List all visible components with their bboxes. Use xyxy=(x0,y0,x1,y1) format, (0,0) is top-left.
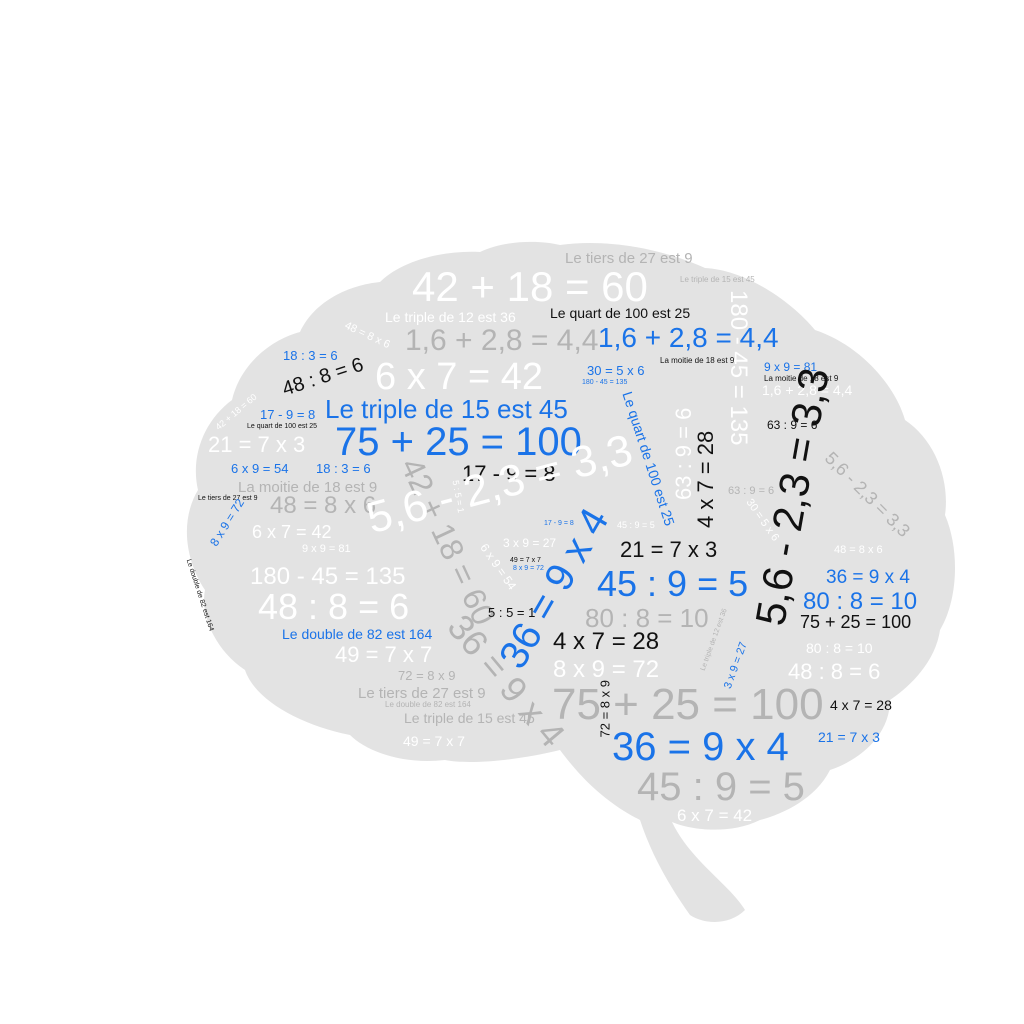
word: Le triple de 15 est 45 xyxy=(325,394,568,424)
brain-shape xyxy=(186,241,956,922)
word: 80 : 8 = 10 xyxy=(585,603,709,633)
word: 75 + 25 = 100 xyxy=(552,680,824,729)
word: 18 : 3 = 6 xyxy=(283,347,338,363)
word: 48 = 8 x 6 xyxy=(834,543,883,556)
word: 21 = 7 x 3 xyxy=(620,537,718,562)
word: 63 : 9 = 6 xyxy=(728,484,775,497)
word: 49 = 7 x 7 xyxy=(510,556,541,564)
word: 18 : 3 = 6 xyxy=(316,460,371,476)
word: 63 : 9 = 6 xyxy=(767,418,818,432)
word: 180 - 45 = 135 xyxy=(250,563,406,590)
word: 75 + 25 = 100 xyxy=(335,420,582,464)
word: 6 x 7 = 42 xyxy=(252,522,332,542)
word: 4 x 7 = 28 xyxy=(693,430,718,528)
word: Le quart de 100 est 25 xyxy=(247,422,318,430)
word: La moitie de 18 est 9 xyxy=(660,356,735,365)
word: 4 x 7 = 28 xyxy=(830,697,892,713)
word: Le tiers de 27 est 9 xyxy=(198,494,258,502)
word: 63 : 9 = 6 xyxy=(671,407,696,500)
word: 49 = 7 x 7 xyxy=(403,733,465,749)
word: 1,6 + 2,8 = 4,4 xyxy=(405,324,599,357)
word: 72 = 8 x 9 xyxy=(597,679,613,737)
word: 8 x 9 = 72 xyxy=(513,564,544,572)
word: 36 = 9 x 4 xyxy=(826,566,910,588)
word: 3 x 9 = 27 xyxy=(503,536,557,550)
word: 1,6 + 2,8 = 4,4 xyxy=(762,382,853,398)
word: Le quart de 100 est 25 xyxy=(550,305,691,321)
word: 49 = 7 x 7 xyxy=(335,642,433,667)
word: 48 : 8 = 6 xyxy=(258,586,410,627)
word: 180 - 45 = 135 xyxy=(582,378,628,386)
word: 21 = 7 x 3 xyxy=(818,729,880,745)
word: Le tiers de 27 est 9 xyxy=(358,684,486,702)
word: 21 = 7 x 3 xyxy=(208,432,306,457)
word: 36 = 9 x 4 xyxy=(612,725,789,769)
word: Le double de 82 est 164 xyxy=(282,626,433,642)
word: 17 - 9 = 8 xyxy=(544,519,574,527)
word: 80 : 8 = 10 xyxy=(803,588,918,615)
word: 17 - 9 = 8 xyxy=(260,406,316,422)
word: 6 x 7 = 42 xyxy=(375,356,543,398)
word: 48 = 8 x 6 xyxy=(270,492,377,519)
word: La moitie de 18 est 9 xyxy=(764,374,839,383)
word: 9 x 9 = 81 xyxy=(764,360,818,374)
word: 6 x 9 = 54 xyxy=(231,460,289,476)
word: 75 + 25 = 100 xyxy=(800,612,912,632)
word: Le triple de 15 est 45 xyxy=(404,710,535,726)
word: 72 = 8 x 9 xyxy=(398,667,456,683)
word: Le tiers de 27 est 9 xyxy=(565,249,693,267)
word: 17 - 9 = 8 xyxy=(462,461,556,486)
word: 45 : 9 = 5 xyxy=(637,765,805,809)
word: Le triple de 12 est 36 xyxy=(385,309,516,325)
word: 180 - 45 = 135 xyxy=(725,290,752,446)
word: 30 = 5 x 6 xyxy=(587,362,645,378)
word: 45 : 9 = 5 xyxy=(597,563,749,604)
word: 8 x 9 = 72 xyxy=(553,656,660,683)
word: Le triple de 15 est 45 xyxy=(680,275,755,284)
word: La moitie de 18 est 9 xyxy=(238,478,378,496)
word: 45 : 9 = 5 xyxy=(617,519,655,530)
word: 80 : 8 = 10 xyxy=(806,640,873,656)
word: 4 x 7 = 28 xyxy=(553,628,660,655)
word: 42 + 18 = 60 xyxy=(412,263,648,310)
word: 9 x 9 = 81 xyxy=(302,542,351,555)
word: 6 x 7 = 42 xyxy=(677,805,753,825)
word: Le double de 82 est 164 xyxy=(385,700,471,709)
word: 1,6 + 2,8 = 4,4 xyxy=(598,322,779,353)
word: 48 : 8 = 6 xyxy=(788,659,881,684)
word: 5 : 5 = 1 xyxy=(488,604,536,620)
